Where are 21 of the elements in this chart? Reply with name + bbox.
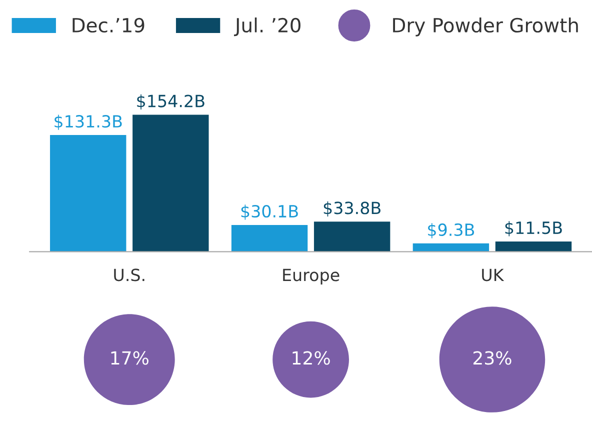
bar xyxy=(231,224,308,252)
data-label: 12% xyxy=(292,351,330,365)
data-label: $30.1B xyxy=(241,204,298,220)
data-label: 17% xyxy=(111,351,148,365)
bar xyxy=(495,241,572,252)
bar xyxy=(314,222,390,252)
data-label: $154.2B xyxy=(137,94,204,110)
x-tick-label: U.S. xyxy=(114,268,144,282)
data-label: $9.3B xyxy=(428,223,474,238)
bar xyxy=(50,135,126,252)
data-label: $33.8B xyxy=(324,201,380,216)
x-tick-label: UK xyxy=(482,268,504,282)
legend-label: Jul. ’20 xyxy=(234,18,300,36)
x-tick-label: Europe xyxy=(283,268,340,284)
data-label: $131.3B xyxy=(54,114,122,130)
legend-label: Dec.’19 xyxy=(72,18,144,33)
bar xyxy=(132,114,209,252)
data-label: $11.5B xyxy=(505,221,562,236)
legend-label: Dry Powder Growth xyxy=(393,18,578,36)
bar xyxy=(412,243,490,252)
data-label: 23% xyxy=(473,351,512,365)
